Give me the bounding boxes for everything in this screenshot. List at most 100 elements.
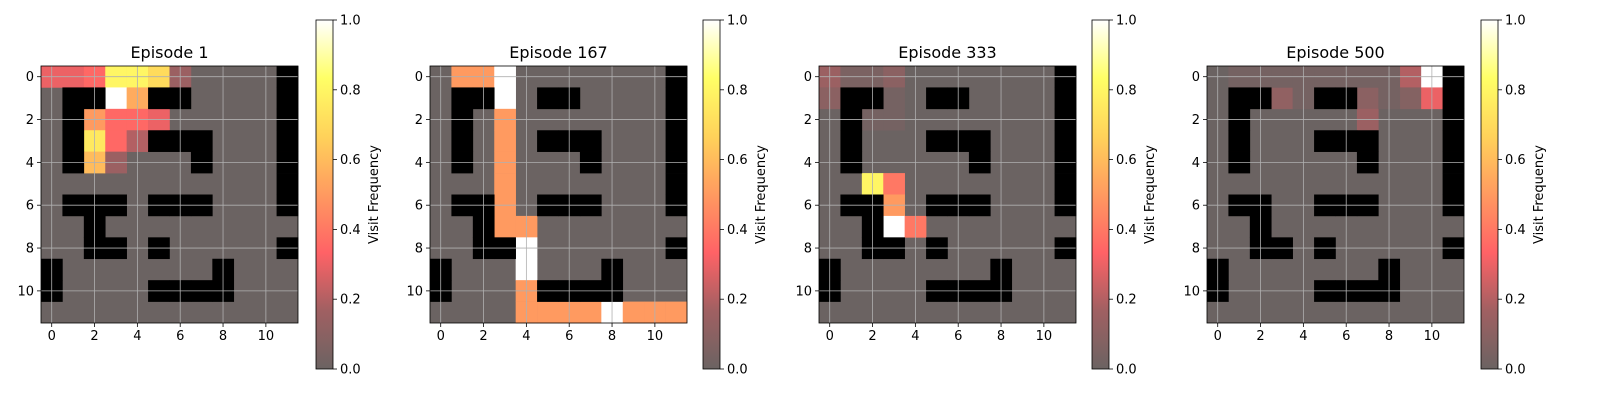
colorbar-tick-label: 0.4	[1116, 223, 1137, 238]
y-tick-label: 6	[415, 199, 423, 214]
colorbar-tick-label: 0.6	[340, 153, 361, 168]
heatmap-panel: 0 2 4 6 8 10 0 2 4 6 8 10 Episode 500 0.0 0.2 0.4 0.6 0.8…	[1183, 14, 1547, 378]
y-tick-label: 8	[804, 242, 812, 257]
y-tick-label: 4	[804, 156, 812, 171]
x-tick-label: 8	[608, 329, 616, 344]
y-tick-label: 2	[415, 113, 423, 128]
colorbar-tick-label: 0.0	[1116, 363, 1137, 378]
chart-title: Episode 1	[130, 43, 208, 62]
maze-wall	[537, 87, 559, 110]
maze-wall	[1442, 87, 1465, 110]
colorbar-tick-label: 0.4	[1505, 223, 1526, 238]
colorbar-tick-label: 0.6	[1505, 153, 1526, 168]
colorbar-tick-label: 0.8	[1505, 83, 1526, 98]
colorbar-tick-label: 0.0	[340, 363, 361, 378]
maze-wall	[926, 87, 948, 110]
heatmap-cell	[105, 87, 127, 110]
maze-wall	[1054, 87, 1077, 110]
y-tick-label: 0	[804, 70, 812, 85]
x-tick-label: 2	[868, 329, 876, 344]
axes-frame	[1206, 65, 1465, 324]
colorbar-tick-label: 0.6	[727, 153, 748, 168]
maze-wall	[840, 87, 863, 110]
x-tick-label: 2	[1256, 329, 1264, 344]
y-tick-label: 0	[1192, 70, 1200, 85]
colorbar: 0.0 0.2 0.4 0.6 0.8 1.0 Visit Frequency	[1480, 14, 1547, 378]
x-tick-label: 6	[1342, 329, 1350, 344]
y-tick-label: 10	[17, 284, 34, 299]
x-tick-label: 6	[565, 329, 573, 344]
colorbar-tick-label: 1.0	[727, 14, 748, 29]
y-tick-label: 6	[804, 199, 812, 214]
colorbar-tick-label: 0.4	[340, 223, 361, 238]
heatmap-cell	[1356, 87, 1379, 110]
maze-wall	[148, 130, 170, 152]
colorbar: 0.0 0.2 0.4 0.6 0.8 1.0 Visit Frequency	[1091, 14, 1158, 378]
heatmap-cell	[883, 215, 905, 238]
maze-wall	[665, 87, 688, 110]
maze-wall	[1356, 130, 1379, 152]
axes-frame	[818, 65, 1077, 324]
maze-wall	[1054, 130, 1077, 152]
x-tick-label: 6	[176, 329, 184, 344]
y-tick-label: 0	[26, 70, 34, 85]
colorbar-tick-label: 0.2	[1505, 293, 1526, 308]
maze-wall	[276, 173, 299, 195]
maze-wall	[190, 130, 213, 152]
colorbar-label: Visit Frequency	[1143, 145, 1158, 244]
axes-frame	[429, 65, 688, 324]
maze-wall	[665, 130, 688, 152]
x-tick-label: 0	[826, 329, 834, 344]
heatmap-panel: 0 2 4 6 8 10 0 2 4 6 8 10 Episode 333 0.0 0.2 0.4 0.6 0.8…	[795, 14, 1158, 378]
y-tick-label: 2	[26, 113, 34, 128]
heatmap-cell	[883, 87, 905, 110]
colorbar-gradient	[1480, 19, 1499, 370]
y-tick-label: 8	[26, 242, 34, 257]
heatmap-cell	[883, 173, 905, 195]
maze-wall	[1314, 87, 1336, 110]
x-tick-label: 2	[90, 329, 98, 344]
maze-wall	[451, 87, 474, 110]
colorbar-tick-label: 0.0	[727, 363, 748, 378]
maze-wall	[1228, 87, 1251, 110]
maze-wall	[1228, 130, 1251, 152]
x-tick-label: 4	[522, 329, 530, 344]
y-tick-label: 6	[26, 199, 34, 214]
colorbar-tick-label: 0.2	[340, 293, 361, 308]
x-tick-label: 10	[647, 329, 664, 344]
x-tick-label: 4	[1299, 329, 1307, 344]
heatmap-cell	[537, 301, 559, 324]
maze-wall	[968, 130, 991, 152]
x-tick-label: 8	[1385, 329, 1393, 344]
maze-wall	[451, 130, 474, 152]
colorbar-label: Visit Frequency	[367, 145, 382, 244]
maze-wall	[62, 130, 85, 152]
colorbar-tick-label: 1.0	[1505, 14, 1526, 29]
maze-wall	[62, 87, 85, 110]
chart-title: Episode 167	[509, 43, 607, 62]
colorbar-label: Visit Frequency	[1532, 145, 1547, 244]
y-tick-label: 2	[1192, 113, 1200, 128]
maze-wall	[1054, 173, 1077, 195]
maze-wall	[1442, 173, 1465, 195]
x-tick-label: 0	[437, 329, 445, 344]
colorbar-tick-label: 0.0	[1505, 363, 1526, 378]
colorbar-gradient	[315, 19, 334, 370]
y-tick-label: 6	[1192, 199, 1200, 214]
y-tick-label: 10	[406, 284, 423, 299]
y-tick-label: 10	[1183, 284, 1200, 299]
chart-title: Episode 500	[1286, 43, 1384, 62]
colorbar-tick-label: 0.8	[1116, 83, 1137, 98]
heatmap-panel: 0 2 4 6 8 10 0 2 4 6 8 10 Episode 1 0.0 0.2 0.4 0.6 0.8 1.…	[17, 14, 382, 378]
axes-frame	[40, 65, 299, 324]
colorbar-tick-label: 0.2	[727, 293, 748, 308]
heatmap-cell	[1271, 87, 1293, 110]
y-tick-label: 4	[26, 156, 34, 171]
heatmap-panel: 0 2 4 6 8 10 0 2 4 6 8 10 Episode 167 0.0 0.2 0.4 0.6 0.8…	[406, 14, 769, 378]
maze-wall	[276, 130, 299, 152]
y-tick-label: 2	[804, 113, 812, 128]
colorbar-tick-label: 0.4	[727, 223, 748, 238]
y-tick-label: 8	[1192, 242, 1200, 257]
colorbar-tick-label: 0.8	[340, 83, 361, 98]
colorbar-tick-label: 0.6	[1116, 153, 1137, 168]
